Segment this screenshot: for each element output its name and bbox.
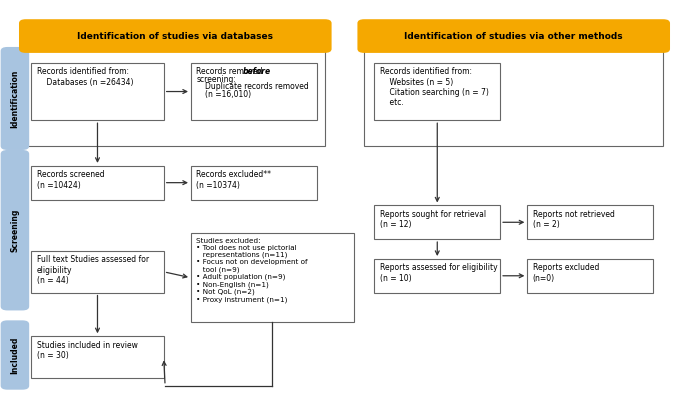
Text: Screening: Screening <box>10 209 19 252</box>
FancyBboxPatch shape <box>19 19 332 53</box>
FancyBboxPatch shape <box>375 63 500 120</box>
Text: Studies included in review
(n = 30): Studies included in review (n = 30) <box>37 341 138 360</box>
FancyBboxPatch shape <box>358 19 670 53</box>
FancyBboxPatch shape <box>1 150 29 310</box>
Text: screening:: screening: <box>197 75 236 84</box>
FancyBboxPatch shape <box>375 259 500 292</box>
FancyBboxPatch shape <box>32 63 164 120</box>
FancyBboxPatch shape <box>26 51 325 146</box>
Text: before: before <box>242 67 271 76</box>
Text: Reports sought for retrieval
(n = 12): Reports sought for retrieval (n = 12) <box>380 210 486 229</box>
Text: Full text Studies assessed for
eligibility
(n = 44): Full text Studies assessed for eligibili… <box>37 255 149 285</box>
Text: Records identified from:
    Databases (n =26434): Records identified from: Databases (n =2… <box>37 67 133 87</box>
FancyBboxPatch shape <box>191 233 354 322</box>
Text: Reports not retrieved
(n = 2): Reports not retrieved (n = 2) <box>533 210 614 229</box>
FancyBboxPatch shape <box>191 166 316 200</box>
Text: Identification of studies via other methods: Identification of studies via other meth… <box>404 32 623 41</box>
Text: Records removed: Records removed <box>197 67 265 76</box>
Text: Identification: Identification <box>10 69 19 128</box>
Text: Records identified from:
    Websites (n = 5)
    Citation searching (n = 7)
   : Records identified from: Websites (n = 5… <box>380 67 488 107</box>
Text: Included: Included <box>10 336 19 374</box>
FancyBboxPatch shape <box>375 205 500 239</box>
Text: Identification of studies via databases: Identification of studies via databases <box>77 32 273 41</box>
FancyBboxPatch shape <box>527 205 653 239</box>
FancyBboxPatch shape <box>32 336 164 378</box>
FancyBboxPatch shape <box>32 166 164 200</box>
FancyBboxPatch shape <box>32 251 164 292</box>
Text: Records screened
(n =10424): Records screened (n =10424) <box>37 170 104 190</box>
Text: (n =16,010): (n =16,010) <box>205 90 251 99</box>
Text: Reports excluded
(n=0): Reports excluded (n=0) <box>533 263 599 283</box>
FancyBboxPatch shape <box>191 63 316 120</box>
Text: Reports assessed for eligibility
(n = 10): Reports assessed for eligibility (n = 10… <box>380 263 497 283</box>
FancyBboxPatch shape <box>527 259 653 292</box>
FancyBboxPatch shape <box>364 51 663 146</box>
FancyBboxPatch shape <box>1 47 29 150</box>
Text: Records excluded**
(n =10374): Records excluded** (n =10374) <box>197 170 271 190</box>
FancyBboxPatch shape <box>1 320 29 390</box>
Text: Duplicate records removed: Duplicate records removed <box>205 82 308 91</box>
Text: Studies excluded:
• Tool does not use pictorial
   representations (n=11)
• Focu: Studies excluded: • Tool does not use pi… <box>197 237 308 302</box>
